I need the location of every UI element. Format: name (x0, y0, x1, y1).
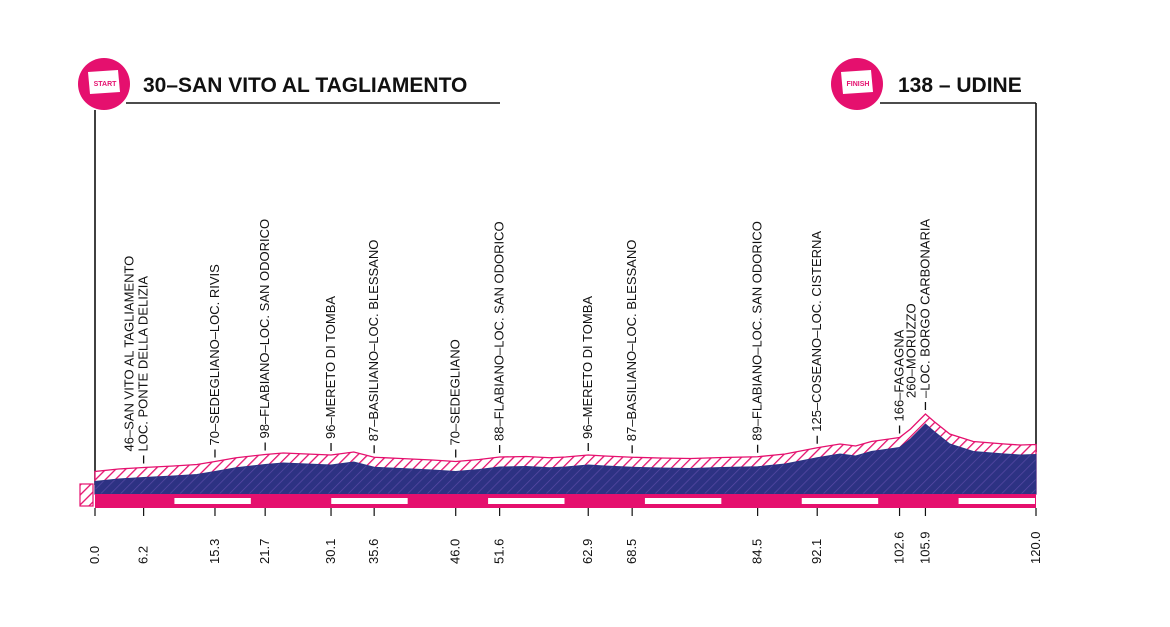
km-tick-label: 102.6 (892, 531, 907, 564)
distance-bar-base (95, 494, 1036, 508)
start-header: START 30–SAN VITO AL TAGLIAMENTO (78, 58, 500, 485)
finish-header: FINISH 138 – UDINE (831, 58, 1037, 452)
location-label: 166–FAGAGNA (892, 329, 907, 421)
km-tick-label: 30.1 (323, 539, 338, 564)
location-label: 96–MERETO DI TOMBA (580, 296, 595, 439)
location-label: 125–COSEANO–LOC. CISTERNA (809, 231, 824, 432)
elevation-profile (94, 413, 1037, 495)
km-tick-label: 120.0 (1028, 531, 1043, 564)
distance-bar-segment (488, 498, 565, 504)
finish-location-label: 138 – UDINE (898, 74, 1022, 97)
distance-bar-segment (958, 498, 1035, 504)
location-label: 88–FLABIANO–LOC. SAN ODORICO (492, 221, 507, 441)
km-tick-label: 21.7 (257, 539, 272, 564)
km-tick-label: 6.2 (136, 546, 151, 564)
distance-bar-segment (331, 498, 408, 504)
km-tick-label: 0.0 (87, 546, 102, 564)
location-label: –LOC. BORGO CARBONARIA (917, 219, 932, 398)
profile-elevation-area (94, 423, 1037, 495)
km-tick-label: 35.6 (366, 539, 381, 564)
distance-bar-segment (644, 498, 722, 504)
location-label: 87–BASILIANO–LOC. BLESSANO (624, 240, 639, 442)
km-tick-label: 62.9 (580, 539, 595, 564)
km-tick-label: 84.5 (750, 539, 765, 564)
km-tick-label: 46.0 (448, 539, 463, 564)
location-label: LOC. PONTE DELLA DELIZIA (136, 276, 151, 452)
km-axis: 0.0 6.2 15.3 21.7 30.1 35.6 46.0 51.6 62.9 68.5 84… (87, 508, 1043, 564)
location-label: 98–FLABIANO–LOC. SAN ODORICO (257, 219, 272, 439)
start-location-label: 30–SAN VITO AL TAGLIAMENTO (143, 74, 467, 97)
finish-badge-label: FINISH (847, 81, 870, 88)
km-tick-label: 68.5 (624, 539, 639, 564)
location-label: 89–FLABIANO–LOC. SAN ODORICO (750, 221, 765, 441)
finish-flag-icon (841, 70, 873, 94)
km-tick-label: 51.6 (492, 539, 507, 564)
start-marker-box (79, 483, 94, 507)
distance-bar-segment (174, 498, 251, 504)
location-label: 46–SAN VITO AL TAGLIAMENTO (122, 256, 137, 452)
start-badge-label: START (94, 81, 118, 88)
location-label: 70–SEDEGLIANO (448, 339, 463, 445)
location-label: 96–MERETO DI TOMBA (323, 296, 338, 439)
location-label: 87–BASILIANO–LOC. BLESSANO (366, 240, 381, 442)
location-labels: 46–SAN VITO AL TAGLIAMENTO LOC. PONTE DEL… (122, 219, 932, 464)
km-tick-label: 105.9 (917, 531, 932, 564)
km-tick-label: 92.1 (809, 539, 824, 564)
km-tick-label: 15.3 (207, 539, 222, 564)
location-label: 70–SEDEGLIANO–LOC. RIVIS (207, 264, 222, 446)
start-flag-icon (88, 70, 120, 94)
distance-bar-segment (801, 498, 879, 504)
location-label: 260–MORUZZO (903, 303, 918, 398)
distance-bar (95, 494, 1036, 508)
